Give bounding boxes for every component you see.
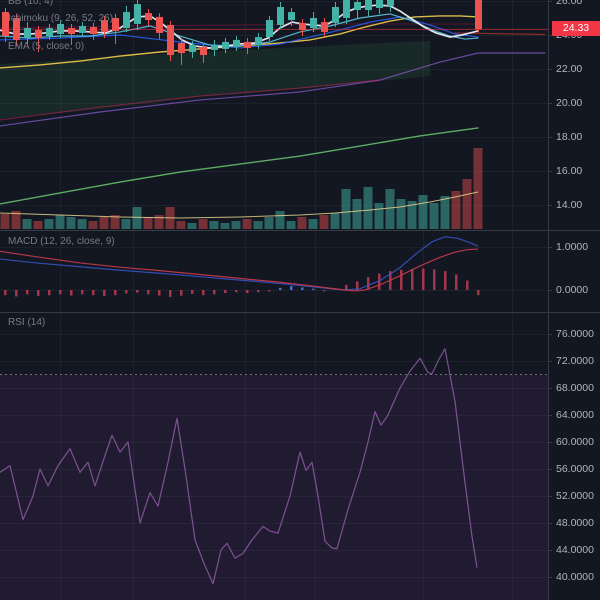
- rsi-pane-label[interactable]: RSI (14): [8, 317, 46, 328]
- axis-tick-label: 64.0000: [556, 409, 594, 421]
- axis-tick-label: 18.00: [556, 131, 583, 143]
- axis-tick-label: 48.0000: [556, 517, 594, 529]
- macd-pane-label[interactable]: MACD (12, 26, close, 9): [8, 236, 115, 247]
- axis-tick-label: 0.0000: [556, 284, 589, 296]
- axis-tick-label: 56.0000: [556, 463, 594, 475]
- axis-tick-label: 44.0000: [556, 544, 594, 556]
- indicator-label-bb[interactable]: BB (10, 4): [8, 0, 54, 7]
- axis-tick-label: 60.0000: [556, 436, 594, 448]
- axis-tick-label: 14.00: [556, 199, 583, 211]
- axis-tick-label: 72.0000: [556, 355, 594, 367]
- axis-tick-label: 16.00: [556, 165, 583, 177]
- last-price-badge: 24.33: [552, 21, 600, 36]
- axis-tick-label: 22.00: [556, 63, 583, 75]
- axis-tick-label: 76.0000: [556, 328, 594, 340]
- axis-tick-label: 20.00: [556, 97, 583, 109]
- axis-tick-label: 52.0000: [556, 490, 594, 502]
- axis-tick-label: 26.00: [556, 0, 583, 7]
- indicator-label-ema[interactable]: EMA (5, close, 0): [8, 41, 85, 52]
- axis-tick-label: 68.0000: [556, 382, 594, 394]
- indicator-label-ichimoku[interactable]: Ichimoku (9, 26, 52, 26): [8, 13, 114, 24]
- axis-tick-label: 40.0000: [556, 571, 594, 583]
- axis-tick-label: 1.0000: [556, 241, 589, 253]
